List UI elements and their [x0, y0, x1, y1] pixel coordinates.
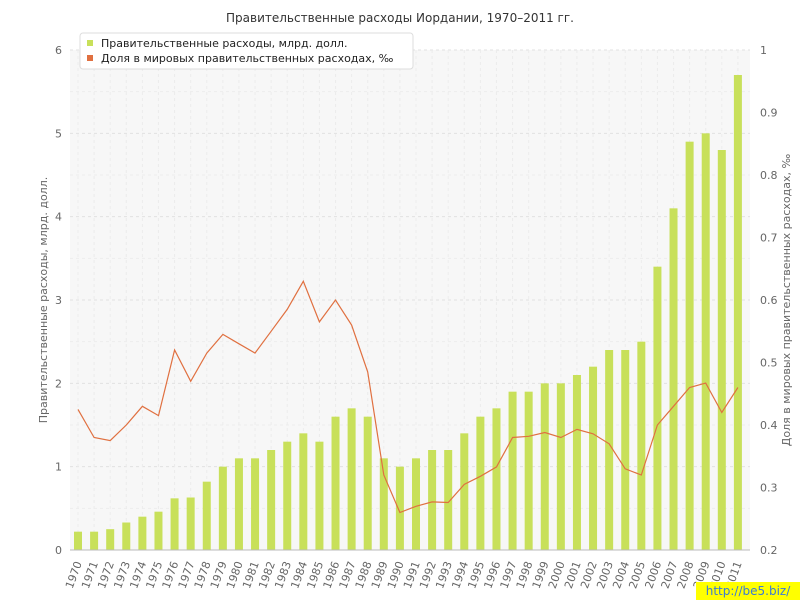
y-tick-label-right: 0.5 — [760, 357, 778, 370]
y-tick-label-right: 0.2 — [760, 544, 778, 557]
bar — [395, 466, 404, 550]
y-tick-label-left: 6 — [55, 44, 62, 57]
bar — [524, 391, 533, 550]
y-tick-label-left: 5 — [55, 127, 62, 140]
bar — [669, 208, 678, 551]
bar — [283, 441, 292, 550]
bar — [299, 433, 308, 550]
bar — [186, 497, 195, 550]
legend-label-expenses: Правительственные расходы, млрд. долл. — [101, 37, 347, 50]
bar — [412, 458, 420, 550]
bar — [444, 450, 453, 550]
bar — [508, 391, 517, 550]
bar — [218, 466, 227, 550]
bar — [492, 408, 501, 550]
y-tick-label-right: 0.9 — [760, 107, 778, 120]
bar — [653, 266, 662, 550]
bar — [621, 350, 630, 550]
bar — [460, 433, 469, 550]
bar — [202, 481, 211, 550]
legend-swatch-share — [87, 55, 93, 61]
bar — [106, 529, 115, 550]
y-tick-label-left: 4 — [55, 211, 62, 224]
bar — [701, 133, 710, 551]
bar — [267, 450, 276, 550]
y-tick-label-right: 0.8 — [760, 169, 778, 182]
y-tick-label-right: 0.7 — [760, 232, 778, 245]
bar — [556, 383, 565, 550]
bar — [572, 375, 581, 550]
legend-swatch-expenses — [87, 40, 93, 46]
bar — [476, 416, 485, 550]
y-tick-label-right: 0.3 — [760, 482, 778, 495]
y-tick-label-right: 1 — [760, 44, 767, 57]
bar — [733, 75, 742, 550]
bar — [637, 341, 646, 550]
bar — [122, 522, 131, 550]
bar — [90, 531, 99, 550]
watermark[interactable]: http://be5.biz/ — [696, 582, 800, 600]
bar — [154, 511, 163, 550]
legend-box — [79, 32, 414, 70]
bar — [428, 450, 437, 550]
y-tick-label-left: 0 — [55, 544, 62, 557]
bar — [379, 458, 388, 550]
y-tick-label-right: 0.6 — [760, 294, 778, 307]
bar — [363, 416, 372, 550]
legend: Правительственные расходы, млрд. долл. Д… — [79, 32, 414, 70]
legend-label-share: Доля в мировых правительственных расхода… — [101, 52, 394, 65]
y-tick-label-left: 3 — [55, 294, 62, 307]
y-axis-right-title: Доля в мировых правительственных расхода… — [780, 154, 793, 447]
bar — [347, 408, 356, 550]
share-line — [77, 279, 739, 514]
x-axis-ticks: 1970197119721973197419751976197719781979… — [63, 560, 745, 591]
y-tick-label-left: 2 — [55, 377, 62, 390]
bar — [605, 350, 614, 550]
bar — [540, 383, 549, 550]
y-tick-label-right: 0.4 — [760, 419, 778, 432]
bar — [685, 141, 694, 550]
bar — [251, 458, 260, 550]
bar — [315, 441, 324, 550]
y-axis-left-ticks: 0 1 2 3 4 5 6 — [55, 44, 62, 557]
bar — [234, 458, 243, 550]
y-axis-right-ticks: 0.2 0.3 0.4 0.5 0.6 0.7 0.8 0.9 1 — [760, 44, 778, 557]
bar — [589, 366, 598, 550]
chart-title: Правительственные расходы Иордании, 1970… — [226, 11, 574, 25]
bar — [331, 416, 340, 550]
y-axis-left-title: Правительственные расходы, млрд. долл. — [37, 177, 50, 423]
bar — [717, 150, 726, 550]
bar — [170, 498, 179, 550]
bar — [74, 531, 82, 550]
bar-series — [74, 75, 742, 551]
y-tick-label-left: 1 — [55, 461, 62, 474]
bar — [138, 516, 147, 550]
